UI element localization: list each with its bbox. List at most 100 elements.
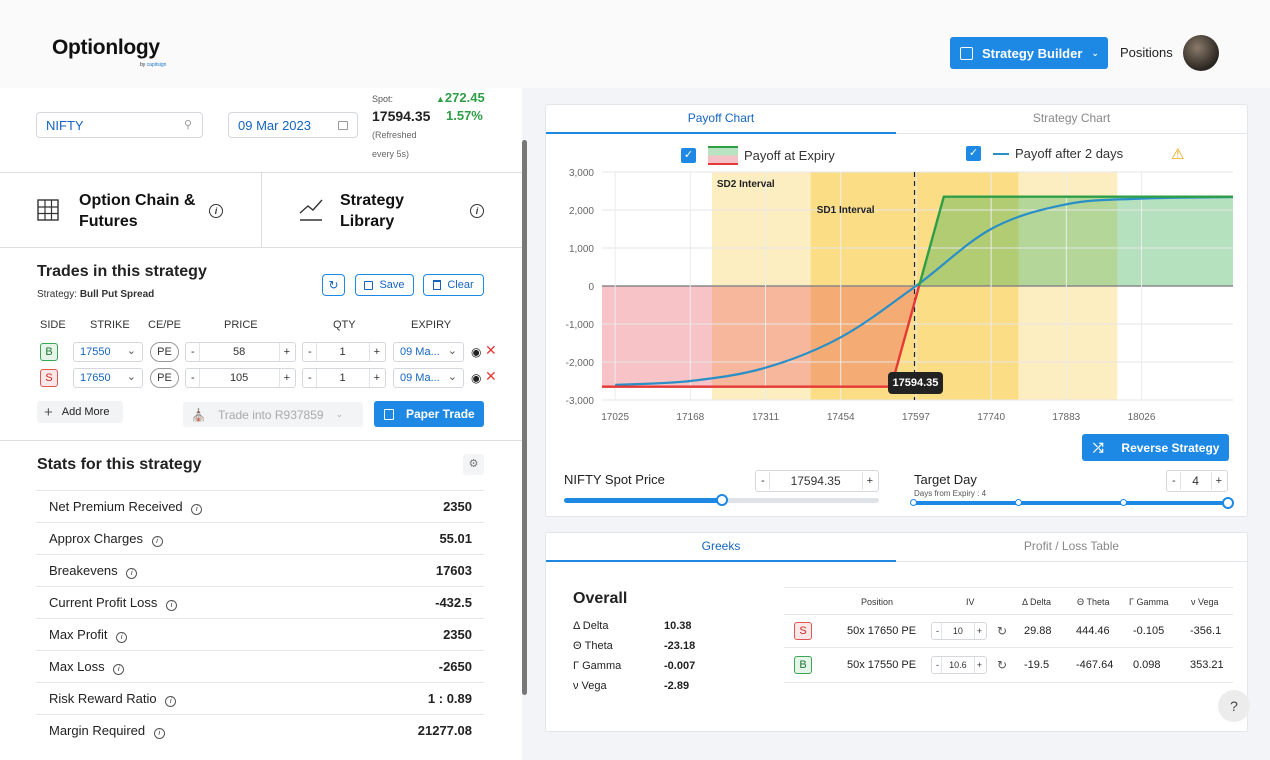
trade-into-account-select[interactable]: ⛪ Trade into R937859 ⌄: [183, 402, 363, 427]
info-icon[interactable]: i: [165, 695, 177, 707]
plus-button[interactable]: +: [283, 372, 290, 384]
spot-label: Spot:: [372, 94, 394, 104]
target-day-stepper[interactable]: -4 +: [1166, 470, 1228, 492]
minus-button[interactable]: -: [308, 372, 312, 384]
checkbox-checked-icon[interactable]: ✓: [681, 148, 696, 163]
minus-button[interactable]: -: [1172, 475, 1176, 487]
qty-stepper[interactable]: -1 +: [302, 368, 386, 388]
sd2-label: SD2 Interval: [717, 179, 775, 190]
paper-trade-button[interactable]: Paper Trade: [374, 401, 484, 427]
legend-expiry[interactable]: ✓ Payoff at Expiry: [681, 146, 835, 165]
expiry-select[interactable]: 09 Ma... ⌄: [393, 368, 464, 388]
info-icon[interactable]: i: [113, 663, 125, 675]
info-icon[interactable]: i: [153, 727, 165, 739]
spot-change-pct: 1.57%: [446, 108, 483, 123]
info-icon[interactable]: i: [151, 535, 163, 547]
app-logo[interactable]: Optionlogy: [52, 36, 160, 59]
stat-row: Approx Charges i 55.01: [36, 522, 484, 554]
qty-stepper[interactable]: -1 +: [302, 342, 386, 362]
plus-button[interactable]: +: [373, 372, 380, 384]
tab-payoff-chart[interactable]: Payoff Chart: [687, 111, 755, 125]
refresh-note: (Refreshed: [372, 130, 417, 140]
y-tick-label: 1,000: [569, 244, 594, 255]
info-icon[interactable]: i: [126, 567, 138, 579]
tab-profit-loss-table[interactable]: Profit / Loss Table: [1023, 539, 1120, 553]
save-button[interactable]: Save: [355, 274, 414, 296]
left-scrollbar[interactable]: [522, 140, 527, 695]
x-tick-label: 17454: [827, 412, 855, 423]
spot-price-stepper[interactable]: -17594.35 +: [755, 470, 879, 492]
stat-value: 1 : 0.89: [427, 691, 472, 706]
strike-select[interactable]: 17550 ⌄: [73, 342, 143, 362]
stat-label: Margin Required i: [49, 723, 165, 739]
tab-strategy-chart[interactable]: Strategy Chart: [1032, 111, 1111, 125]
warning-icon[interactable]: ⚠: [1171, 146, 1185, 163]
stat-row: Net Premium Received i 2350: [36, 490, 484, 522]
legend-line: [993, 152, 1009, 155]
minus-button[interactable]: -: [191, 372, 195, 384]
help-button[interactable]: ?: [1218, 690, 1250, 722]
user-avatar[interactable]: [1183, 35, 1219, 71]
reverse-strategy-button[interactable]: ⤮ Reverse Strategy: [1082, 434, 1229, 461]
reset-icon[interactable]: ↻: [997, 658, 1008, 672]
col-side: SIDE: [40, 319, 66, 331]
greek-summary-value: -2.89: [664, 680, 690, 692]
refresh-button[interactable]: ↻: [322, 274, 345, 296]
minus-button[interactable]: -: [936, 626, 939, 636]
minus-button[interactable]: -: [191, 346, 195, 358]
greek-summary-label: Γ Gamma: [573, 660, 622, 672]
option-type-toggle[interactable]: PE: [150, 368, 179, 388]
greek-summary-label: Δ Delta: [573, 620, 609, 632]
info-icon[interactable]: i: [166, 599, 177, 611]
clear-button[interactable]: Clear: [423, 274, 484, 296]
symbol-search[interactable]: NIFTY ⚲: [36, 112, 203, 138]
eye-icon[interactable]: ◉: [471, 371, 482, 385]
close-icon[interactable]: ✕: [485, 368, 497, 384]
info-icon[interactable]: i: [209, 204, 223, 218]
spot-price-slider[interactable]: [564, 494, 879, 506]
positions-link[interactable]: Positions: [1120, 45, 1173, 60]
side-sell-badge[interactable]: S: [40, 369, 58, 387]
expiry-date-picker[interactable]: 09 Mar 2023: [228, 112, 358, 138]
strategy-builder-button[interactable]: Strategy Builder ⌄: [950, 37, 1108, 69]
strike-select[interactable]: 17650 ⌄: [73, 368, 143, 388]
chevron-down-icon: ⌄: [1091, 47, 1099, 58]
tab-greeks[interactable]: Greeks: [701, 539, 741, 553]
add-more-button[interactable]: + Add More: [37, 401, 123, 423]
minus-button[interactable]: -: [761, 475, 765, 487]
stat-value: 17603: [435, 563, 472, 578]
iv-stepper[interactable]: -10.6 +: [931, 656, 987, 674]
col-expiry: EXPIRY: [411, 319, 452, 331]
legend-after-days[interactable]: ✓ Payoff after 2 days: [966, 146, 1123, 161]
minus-button[interactable]: -: [308, 346, 312, 358]
plus-button[interactable]: +: [283, 346, 290, 358]
eye-icon[interactable]: ◉: [471, 345, 482, 359]
info-icon[interactable]: i: [191, 503, 203, 515]
chevron-down-icon: ⌄: [335, 409, 344, 419]
minus-button[interactable]: -: [936, 660, 939, 670]
payoff-chart[interactable]: 3,000 2,000 1,000 0 -1,000 -2,000 -3,000 17025 1…: [548, 160, 1238, 430]
target-day-slider[interactable]: [910, 497, 1234, 509]
chevron-down-icon: ⌄: [126, 345, 136, 357]
plus-button[interactable]: +: [976, 660, 982, 670]
strategy-name: Strategy: Bull Put Spread: [37, 289, 155, 300]
target-day-label: Target Day: [914, 472, 977, 487]
spot-value: 17594.35: [372, 108, 431, 124]
info-icon[interactable]: i: [470, 204, 484, 218]
plus-button[interactable]: +: [1215, 475, 1222, 487]
close-icon[interactable]: ✕: [485, 342, 497, 358]
info-icon[interactable]: i: [116, 631, 128, 643]
reset-icon[interactable]: ↻: [997, 624, 1008, 638]
plus-button[interactable]: +: [866, 475, 873, 487]
checkbox-checked-icon[interactable]: ✓: [966, 146, 981, 161]
option-type-toggle[interactable]: PE: [150, 342, 179, 362]
plus-button[interactable]: +: [373, 346, 380, 358]
expiry-select[interactable]: 09 Ma... ⌄: [393, 342, 464, 362]
settings-button[interactable]: ⚙: [463, 454, 484, 475]
side-buy-badge[interactable]: B: [40, 343, 58, 361]
plus-button[interactable]: +: [976, 626, 982, 636]
price-stepper[interactable]: -58 +: [185, 342, 296, 362]
col-position: Position: [861, 597, 894, 607]
price-stepper[interactable]: -105 +: [185, 368, 296, 388]
iv-stepper[interactable]: -10 +: [931, 622, 987, 640]
